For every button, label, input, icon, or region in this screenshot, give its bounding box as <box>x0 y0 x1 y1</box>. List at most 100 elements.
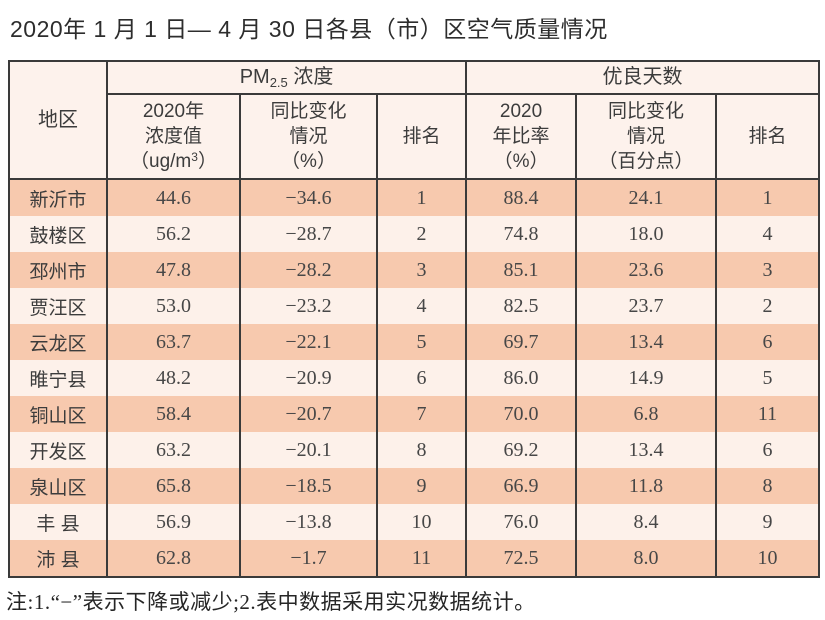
pm-value-cell: 63.7 <box>106 324 240 360</box>
good-rate-cell: 69.7 <box>465 324 577 360</box>
good-change-header-line3: （百分点） <box>598 151 694 173</box>
pm-rank-column-header: 排名 <box>375 94 467 180</box>
region-cell: 云龙区 <box>8 324 107 360</box>
good-rate-cell: 70.0 <box>465 396 577 432</box>
good-rate-header-line1: 2020 <box>499 100 543 122</box>
good-rank-cell: 6 <box>715 432 820 468</box>
pm-value-cell: 58.4 <box>106 396 240 432</box>
pm-value-header-line1: 2020年 <box>142 100 205 122</box>
pm-value-cell: 56.9 <box>106 504 240 540</box>
good-rank-cell: 1 <box>715 179 820 216</box>
table-row: 开发区 63.2 −20.1 8 69.2 13.4 6 <box>8 432 820 468</box>
good-rank-cell: 8 <box>715 468 820 504</box>
region-cell: 沛 县 <box>8 540 107 577</box>
pm-rank-cell: 5 <box>375 324 467 360</box>
good-change-cell: 6.8 <box>575 396 717 432</box>
pm-change-header-line2: 情况 <box>289 125 328 147</box>
good-rate-cell: 82.5 <box>465 288 577 324</box>
pm-value-cell: 53.0 <box>106 288 240 324</box>
pm-change-cell: −20.7 <box>239 396 377 432</box>
region-header-label: 地区 <box>38 108 78 131</box>
header-sub-row: 2020年 浓度值 （ug/m3） 同比变化 情况 （%） 排名 2020 年比… <box>9 94 820 180</box>
table-row: 鼓楼区 56.2 −28.7 2 74.8 18.0 4 <box>8 216 820 252</box>
pm-rank-cell: 4 <box>375 288 467 324</box>
region-cell: 新沂市 <box>8 179 107 216</box>
pm-change-cell: −34.6 <box>239 179 377 216</box>
region-cell: 贾汪区 <box>8 288 107 324</box>
pm-change-cell: −28.2 <box>239 252 377 288</box>
region-cell: 邳州市 <box>8 252 107 288</box>
pm-change-cell: −1.7 <box>239 540 377 577</box>
good-rate-cell: 74.8 <box>465 216 577 252</box>
good-rank-cell: 5 <box>715 360 820 396</box>
header-group-row: 地区 PM2.5 浓度 优良天数 <box>8 61 820 180</box>
pm-rank-cell: 6 <box>375 360 467 396</box>
good-rate-cell: 72.5 <box>465 540 577 577</box>
good-rank-cell: 9 <box>715 504 820 540</box>
air-quality-table: 地区 PM2.5 浓度 优良天数 2020年 浓度值 （ug/m3） 同比变化 … <box>8 60 821 578</box>
good-rank-cell: 2 <box>715 288 820 324</box>
region-cell: 睢宁县 <box>8 360 107 396</box>
table-row: 新沂市 44.6 −34.6 1 88.4 24.1 1 <box>8 179 820 216</box>
good-change-header-line2: 情况 <box>627 125 666 147</box>
table-row: 睢宁县 48.2 −20.9 6 86.0 14.9 5 <box>8 360 820 396</box>
table-row: 丰 县 56.9 −13.8 10 76.0 8.4 9 <box>8 504 820 540</box>
good-change-cell: 23.6 <box>575 252 717 288</box>
region-cell: 铜山区 <box>8 396 107 432</box>
region-cell: 泉山区 <box>8 468 107 504</box>
pm-value-cell: 63.2 <box>106 432 240 468</box>
pm-change-header-line3: （%） <box>281 151 336 173</box>
pm-rank-cell: 7 <box>375 396 467 432</box>
pm-rank-cell: 10 <box>375 504 467 540</box>
good-change-cell: 23.7 <box>575 288 717 324</box>
good-change-header-line1: 同比变化 <box>608 100 685 122</box>
good-change-cell: 24.1 <box>575 179 717 216</box>
good-change-cell: 13.4 <box>575 324 717 360</box>
good-days-group-header: 优良天数 <box>465 61 820 95</box>
region-cell: 开发区 <box>8 432 107 468</box>
table-row: 铜山区 58.4 −20.7 7 70.0 6.8 11 <box>8 396 820 432</box>
good-rate-column-header: 2020 年比率 （%） <box>465 94 577 180</box>
pm-change-cell: −20.9 <box>239 360 377 396</box>
pm-value-column-header: 2020年 浓度值 （ug/m3） <box>106 94 240 180</box>
pm-value-cell: 44.6 <box>106 179 240 216</box>
page-title: 2020年 1 月 1 日— 4 月 30 日各县（市）区空气质量情况 <box>10 16 608 42</box>
good-rate-cell: 85.1 <box>465 252 577 288</box>
pm-label-suffix: 浓度 <box>287 65 334 88</box>
good-rate-cell: 69.2 <box>465 432 577 468</box>
good-change-cell: 8.4 <box>575 504 717 540</box>
pm-change-column-header: 同比变化 情况 （%） <box>239 94 377 180</box>
pm-rank-cell: 3 <box>375 252 467 288</box>
good-rate-cell: 76.0 <box>465 504 577 540</box>
good-days-label: 优良天数 <box>602 66 683 89</box>
pm-value-cell: 62.8 <box>106 540 240 577</box>
pm-rank-cell: 9 <box>375 468 467 504</box>
good-rate-cell: 66.9 <box>465 468 577 504</box>
pm-rank-cell: 11 <box>375 540 467 577</box>
region-cell: 鼓楼区 <box>8 216 107 252</box>
table-row: 邳州市 47.8 −28.2 3 85.1 23.6 3 <box>8 252 820 288</box>
good-rank-cell: 10 <box>715 540 820 577</box>
pm-value-cell: 48.2 <box>106 360 240 396</box>
good-rank-column-header: 排名 <box>715 94 820 180</box>
pm-value-header-unit: （ug/m <box>130 151 192 173</box>
pm-rank-cell: 1 <box>375 179 467 216</box>
pm-value-header-unit-sup: 3 <box>191 150 198 165</box>
pm-value-cell: 56.2 <box>106 216 240 252</box>
good-rate-header-line3: （%） <box>493 151 549 173</box>
region-cell: 丰 县 <box>8 504 107 540</box>
pm-label-subscript: 2.5 <box>269 74 288 90</box>
good-change-cell: 8.0 <box>575 540 717 577</box>
pm-change-cell: −18.5 <box>239 468 377 504</box>
footnote: 注:1.“−”表示下降或减少;2.表中数据采用实况数据统计。 <box>6 590 536 614</box>
region-column-header: 地区 <box>8 61 107 180</box>
table-row: 沛 县 62.8 −1.7 11 72.5 8.0 10 <box>8 540 820 577</box>
good-rank-header-label: 排名 <box>748 125 787 147</box>
pm-change-cell: −20.1 <box>239 432 377 468</box>
pm-value-cell: 65.8 <box>106 468 240 504</box>
good-rank-cell: 6 <box>715 324 820 360</box>
pm-label-prefix: PM <box>239 65 270 88</box>
pm-change-header-line1: 同比变化 <box>270 100 347 122</box>
table-row: 贾汪区 53.0 −23.2 4 82.5 23.7 2 <box>8 288 820 324</box>
